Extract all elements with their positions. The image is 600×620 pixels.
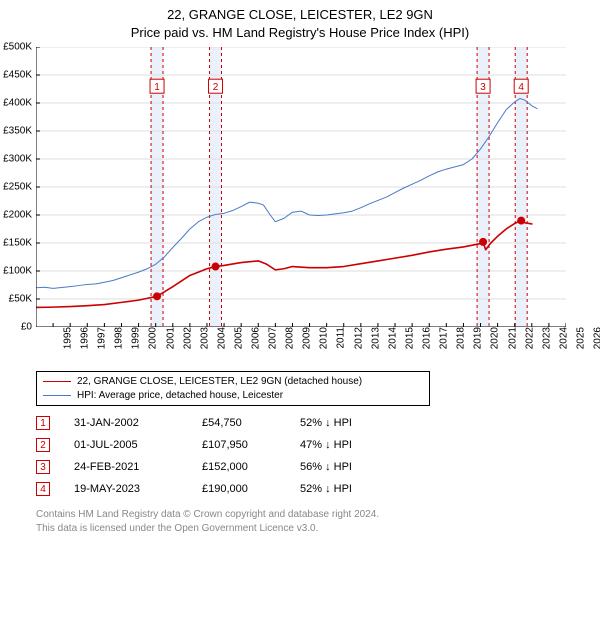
- x-tick-label: 2014: [387, 327, 398, 349]
- legend-swatch-hpi: [43, 395, 71, 396]
- x-tick-label: 2020: [490, 327, 501, 349]
- x-tick-label: 1998: [114, 327, 125, 349]
- y-tick-label: £300K: [3, 154, 32, 165]
- y-tick-label: £50K: [9, 294, 32, 305]
- legend: 22, GRANGE CLOSE, LEICESTER, LE2 9GN (de…: [36, 371, 430, 406]
- y-tick-label: £200K: [3, 210, 32, 221]
- sale-row: 1 31-JAN-2002 £54,750 52% ↓ HPI: [36, 412, 600, 434]
- x-tick-label: 2002: [182, 327, 193, 349]
- x-tick-label: 2017: [438, 327, 449, 349]
- sale-date: 24-FEB-2021: [74, 461, 194, 473]
- svg-text:1: 1: [154, 82, 160, 93]
- x-tick-label: 2016: [421, 327, 432, 349]
- sale-price: £54,750: [202, 417, 292, 429]
- y-tick-label: £250K: [3, 182, 32, 193]
- x-tick-label: 2023: [541, 327, 552, 349]
- x-tick-label: 2018: [455, 327, 466, 349]
- attribution: Contains HM Land Registry data © Crown c…: [36, 508, 600, 535]
- sale-date: 19-MAY-2023: [74, 483, 194, 495]
- x-tick-label: 2000: [148, 327, 159, 349]
- x-tick-label: 2026: [592, 327, 600, 349]
- sale-price: £190,000: [202, 483, 292, 495]
- y-tick-label: £0: [21, 322, 32, 333]
- x-tick-label: 1999: [131, 327, 142, 349]
- svg-text:2: 2: [213, 82, 219, 93]
- title-line2: Price paid vs. HM Land Registry's House …: [0, 24, 600, 42]
- x-tick-label: 2024: [558, 327, 569, 349]
- sale-row: 3 24-FEB-2021 £152,000 56% ↓ HPI: [36, 456, 600, 478]
- y-axis-labels: £0£50K£100K£150K£200K£250K£300K£350K£400…: [0, 47, 34, 327]
- x-tick-label: 2010: [319, 327, 330, 349]
- y-tick-label: £150K: [3, 238, 32, 249]
- legend-row-hpi: HPI: Average price, detached house, Leic…: [43, 389, 423, 403]
- svg-text:4: 4: [518, 82, 524, 93]
- x-tick-label: 2006: [250, 327, 261, 349]
- sale-row: 4 19-MAY-2023 £190,000 52% ↓ HPI: [36, 478, 600, 500]
- x-tick-label: 1997: [96, 327, 107, 349]
- sale-marker-box: 2: [36, 438, 50, 452]
- sale-price: £152,000: [202, 461, 292, 473]
- attribution-line2: This data is licensed under the Open Gov…: [36, 522, 600, 536]
- x-tick-label: 2021: [507, 327, 518, 349]
- sale-vs-hpi: 52% ↓ HPI: [300, 417, 400, 429]
- x-tick-label: 2012: [353, 327, 364, 349]
- y-tick-label: £100K: [3, 266, 32, 277]
- title-line1: 22, GRANGE CLOSE, LEICESTER, LE2 9GN: [0, 6, 600, 24]
- legend-label-hpi: HPI: Average price, detached house, Leic…: [77, 389, 283, 403]
- x-tick-label: 1995: [62, 327, 73, 349]
- y-tick-label: £400K: [3, 98, 32, 109]
- sales-table: 1 31-JAN-2002 £54,750 52% ↓ HPI 2 01-JUL-2005…: [36, 412, 600, 500]
- x-tick-label: 2001: [165, 327, 176, 349]
- x-tick-label: 2007: [267, 327, 278, 349]
- y-tick-label: £350K: [3, 126, 32, 137]
- sale-row: 2 01-JUL-2005 £107,950 47% ↓ HPI: [36, 434, 600, 456]
- sale-marker-box: 4: [36, 482, 50, 496]
- y-tick-label: £500K: [3, 42, 32, 53]
- sale-marker-box: 1: [36, 416, 50, 430]
- sale-vs-hpi: 56% ↓ HPI: [300, 461, 400, 473]
- sale-vs-hpi: 47% ↓ HPI: [300, 439, 400, 451]
- svg-text:3: 3: [480, 82, 486, 93]
- x-tick-label: 2008: [285, 327, 296, 349]
- sale-date: 31-JAN-2002: [74, 417, 194, 429]
- x-tick-label: 2019: [473, 327, 484, 349]
- chart-area: £0£50K£100K£150K£200K£250K£300K£350K£400…: [36, 47, 596, 327]
- x-axis-labels: 1995 1996 1997 1998 1999 2000 2001 2002 2003 2004…: [36, 327, 566, 365]
- x-tick-label: 2022: [524, 327, 535, 349]
- sale-date: 01-JUL-2005: [74, 439, 194, 451]
- x-tick-label: 2004: [216, 327, 227, 349]
- x-tick-label: 2015: [404, 327, 415, 349]
- chart-title: 22, GRANGE CLOSE, LEICESTER, LE2 9GN Pri…: [0, 6, 600, 41]
- legend-label-property: 22, GRANGE CLOSE, LEICESTER, LE2 9GN (de…: [77, 375, 362, 389]
- sale-vs-hpi: 52% ↓ HPI: [300, 483, 400, 495]
- x-tick-label: 2025: [575, 327, 586, 349]
- price-chart-svg: 1 2 3 4: [36, 47, 566, 327]
- legend-row-property: 22, GRANGE CLOSE, LEICESTER, LE2 9GN (de…: [43, 375, 423, 389]
- y-tick-label: £450K: [3, 70, 32, 81]
- x-tick-label: 1996: [79, 327, 90, 349]
- x-tick-label: 2003: [199, 327, 210, 349]
- x-tick-label: 2011: [335, 327, 346, 349]
- sale-marker-box: 3: [36, 460, 50, 474]
- x-tick-label: 2013: [370, 327, 381, 349]
- sale-price: £107,950: [202, 439, 292, 451]
- attribution-line1: Contains HM Land Registry data © Crown c…: [36, 508, 600, 522]
- legend-swatch-property: [43, 381, 71, 382]
- x-tick-label: 2009: [302, 327, 313, 349]
- x-tick-label: 2005: [233, 327, 244, 349]
